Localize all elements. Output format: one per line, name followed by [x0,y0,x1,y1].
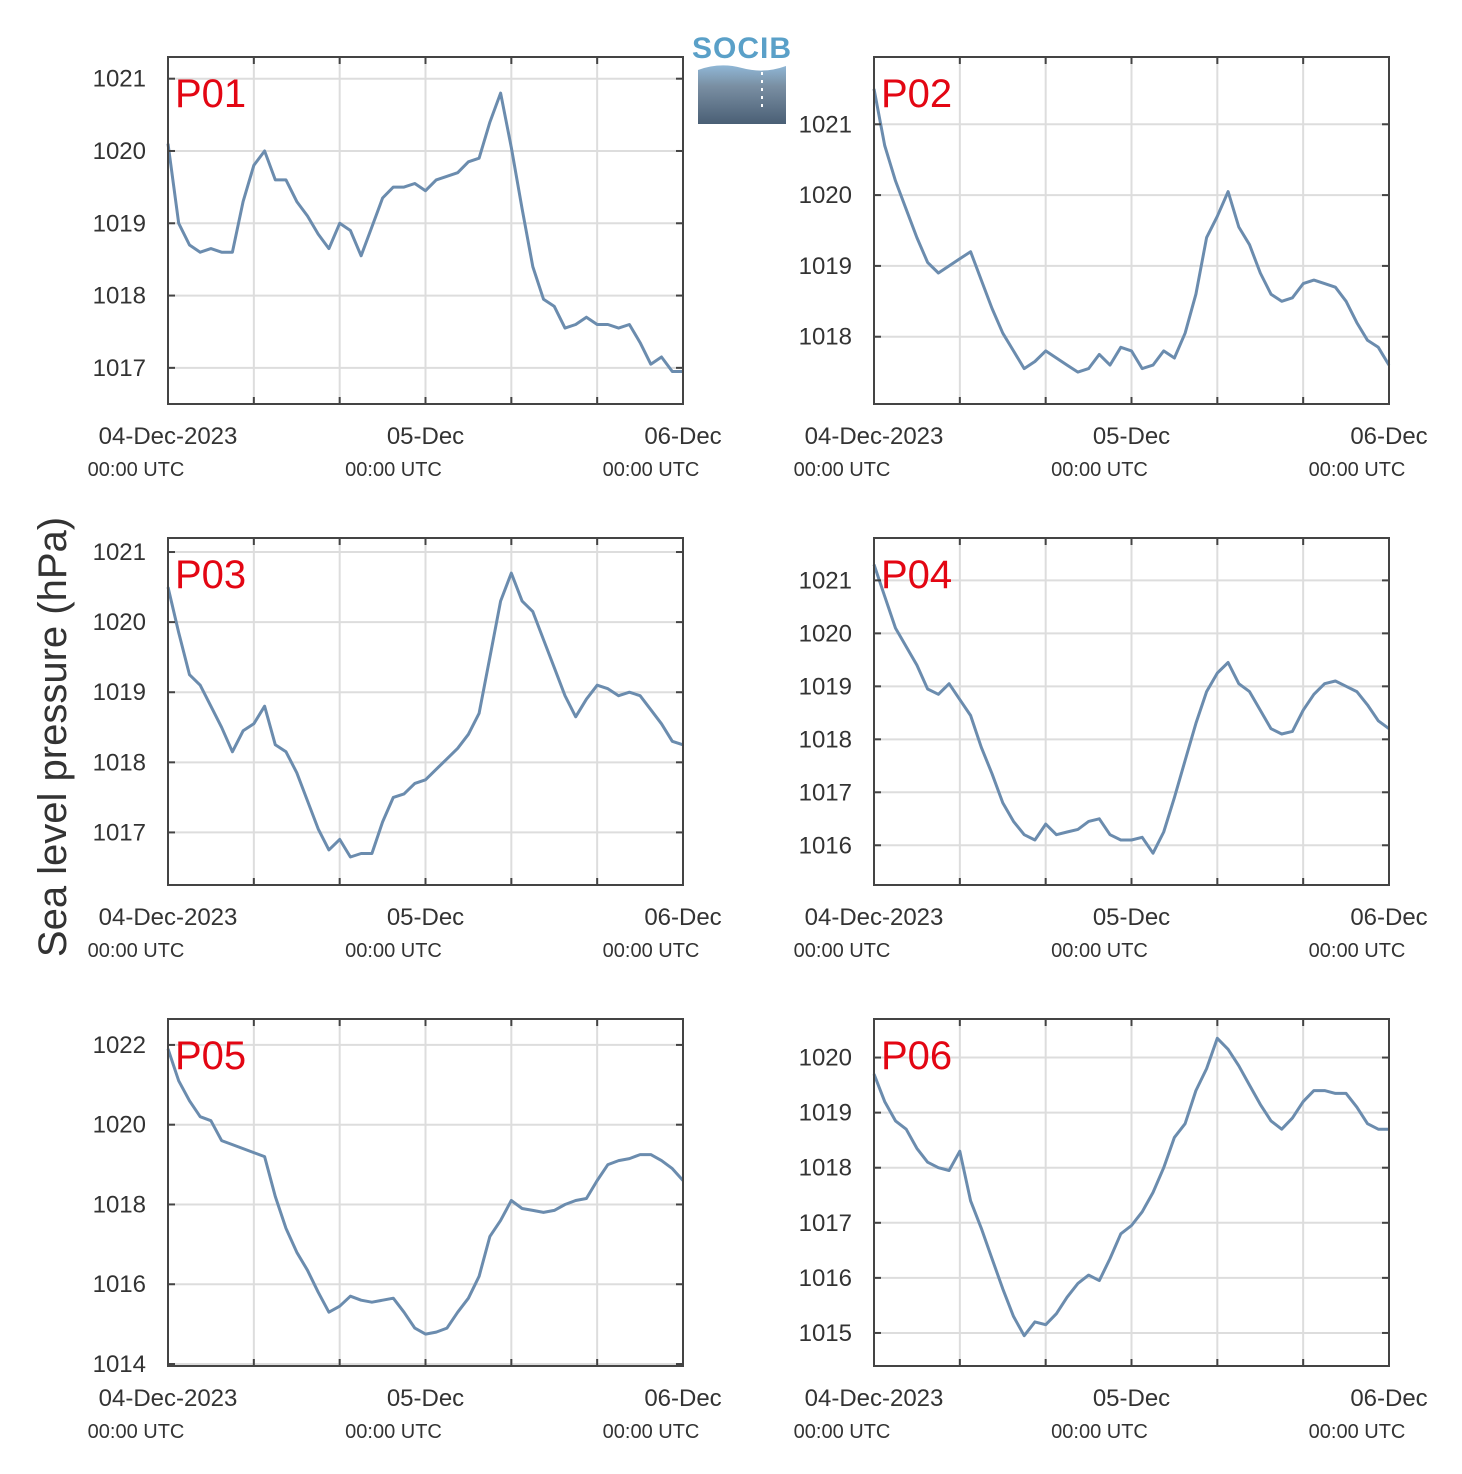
x-tick-label: 05-Dec [1093,423,1170,450]
x-tick-label: 04-Dec-2023 [99,1385,238,1412]
x-tick-label: 06-Dec [644,904,721,931]
x-tick-label: 05-Dec [1093,904,1170,931]
y-tick-label: 1019 [799,253,852,280]
x-tick-sublabel: 00:00 UTC [603,1421,700,1443]
x-tick-label: 05-Dec [387,423,464,450]
panel-label-p05: P05 [175,1034,246,1078]
y-tick-label: 1018 [93,283,146,310]
y-tick-label: 1017 [93,819,146,846]
x-tick-sublabel: 00:00 UTC [88,459,185,481]
y-tick-label: 1019 [799,673,852,700]
y-tick-label: 1020 [799,1045,852,1072]
x-tick-sublabel: 00:00 UTC [603,940,700,962]
x-tick-label: 04-Dec-2023 [99,423,238,450]
x-tick-label: 06-Dec [644,1385,721,1412]
x-tick-label: 04-Dec-2023 [99,904,238,931]
y-tick-label: 1018 [799,726,852,753]
y-tick-label: 1018 [93,1191,146,1218]
x-tick-sublabel: 00:00 UTC [1051,459,1148,481]
socib-logo: SOCIB [692,32,792,124]
panel-p03: 1017 1018 1019 1020 1021 04-Dec-2023 00:00 UTC… [88,537,722,962]
y-tick-label: 1022 [93,1032,146,1059]
x-tick-sublabel: 00:00 UTC [345,1421,442,1443]
panel-label-p06: P06 [881,1034,952,1078]
x-tick-label: 06-Dec [1350,904,1427,931]
y-axis-label: Sea level pressure (hPa) [31,517,75,957]
y-tick-label: 1020 [93,609,146,636]
x-tick-sublabel: 00:00 UTC [1309,459,1406,481]
panel-p05: 1014 1016 1018 1020 1022 04-Dec-2023 00:00 UTC… [88,1018,722,1443]
x-tick-sublabel: 00:00 UTC [1051,940,1148,962]
x-tick-sublabel: 00:00 UTC [794,940,891,962]
x-tick-sublabel: 00:00 UTC [345,459,442,481]
x-tick-sublabel: 00:00 UTC [88,940,185,962]
y-tick-label: 1018 [93,749,146,776]
x-tick-label: 04-Dec-2023 [805,423,944,450]
socib-logo-wave-icon [698,65,786,124]
y-tick-label: 1017 [799,1210,852,1237]
series-line-p04 [872,564,1390,855]
y-tick-label: 1016 [799,1265,852,1292]
panel-label-p04: P04 [881,553,952,597]
x-tick-label: 04-Dec-2023 [805,904,944,931]
x-tick-sublabel: 00:00 UTC [603,459,700,481]
y-tick-label: 1021 [93,66,146,93]
x-tick-sublabel: 00:00 UTC [794,1421,891,1443]
y-tick-label: 1020 [799,182,852,209]
y-tick-label: 1019 [93,679,146,706]
x-tick-sublabel: 00:00 UTC [1309,940,1406,962]
panel-p06: 1015 1016 1017 1018 1019 1020 04-Dec-2023 00:00… [794,1018,1428,1443]
panel-p02: 1018 1019 1020 1021 04-Dec-2023 00:00 UTC 05-D… [794,56,1428,481]
x-tick-label: 06-Dec [644,423,721,450]
y-tick-label: 1017 [799,779,852,806]
x-tick-label: 05-Dec [387,1385,464,1412]
panel-label-p02: P02 [881,72,952,116]
y-tick-label: 1020 [93,1112,146,1139]
y-tick-label: 1016 [93,1271,146,1298]
y-tick-label: 1014 [93,1351,146,1378]
series-line-p03 [166,571,684,859]
y-tick-label: 1020 [93,138,146,165]
panel-p01: 1017 1018 1019 1020 1021 04-Dec-2023 00:00 UTC… [88,56,722,481]
x-tick-sublabel: 00:00 UTC [88,1421,185,1443]
series-line-p05 [166,1048,685,1336]
x-tick-label: 04-Dec-2023 [805,1385,944,1412]
y-tick-label: 1021 [799,567,852,594]
x-tick-sublabel: 00:00 UTC [794,459,891,481]
socib-logo-text: SOCIB [692,32,792,65]
series-line-p01 [166,91,683,373]
y-tick-label: 1019 [799,1100,852,1127]
x-tick-sublabel: 00:00 UTC [1309,1421,1406,1443]
y-tick-label: 1021 [799,111,852,138]
y-tick-label: 1019 [93,210,146,237]
y-tick-label: 1018 [799,324,852,351]
series-line-p06 [872,1036,1389,1338]
y-tick-label: 1016 [799,832,852,859]
x-tick-sublabel: 00:00 UTC [1051,1421,1148,1443]
x-tick-label: 06-Dec [1350,423,1427,450]
panel-label-p03: P03 [175,553,246,597]
y-tick-label: 1015 [799,1320,852,1347]
x-tick-label: 06-Dec [1350,1385,1427,1412]
x-tick-label: 05-Dec [387,904,464,931]
y-tick-label: 1018 [799,1155,852,1182]
x-tick-label: 05-Dec [1093,1385,1170,1412]
series-line-p02 [872,88,1391,374]
y-tick-label: 1017 [93,355,146,382]
y-tick-label: 1020 [799,620,852,647]
y-tick-label: 1021 [93,539,146,566]
x-tick-sublabel: 00:00 UTC [345,940,442,962]
panel-label-p01: P01 [175,72,246,116]
panel-p04: 1016 1017 1018 1019 1020 1021 04-Dec-2023 00:00… [794,537,1428,962]
